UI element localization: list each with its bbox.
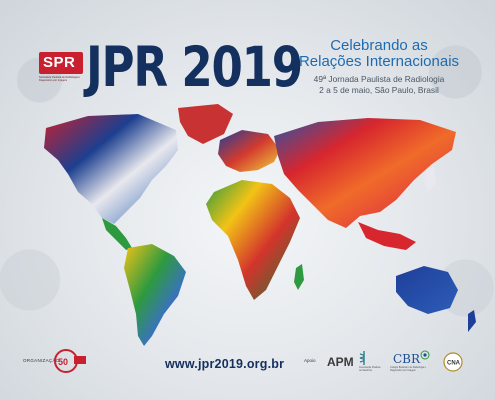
apm-caduceus-icon (359, 351, 365, 365)
spr-organization-logo: 50 (54, 349, 86, 373)
madagascar (294, 264, 304, 290)
australia (396, 266, 458, 314)
spr-logo: SPR Sociedade Paulista de Radiologia e D… (39, 52, 83, 84)
world-flags-map (44, 104, 476, 346)
event-dates: 2 a 5 de maio, São Paulo, Brasil (319, 85, 439, 95)
cna-badge-icon: CNA (443, 352, 463, 372)
support-label: Apoio (304, 358, 316, 363)
central-america (102, 218, 132, 250)
north-america (44, 114, 178, 224)
apm-subtitle: Associação Paulista de Medicina (359, 366, 381, 372)
cbr-logo-text: CBR (393, 352, 421, 366)
cna-label: CNA (447, 361, 461, 367)
spr-logo-box (39, 52, 83, 74)
south-america (124, 244, 186, 346)
cbr-subtitle: Colégio Brasileiro de Radiologia e Diagn… (390, 366, 427, 372)
headline: Celebrando as Relações Internacionais (290, 38, 468, 70)
spr-logo-text: SPR (43, 54, 76, 71)
event-website-link[interactable]: www.jpr2019.org.br (165, 357, 285, 371)
new-zealand (468, 310, 476, 332)
apm-logo-text: APM (327, 355, 354, 369)
headline-line1: Celebrando as (330, 37, 428, 54)
event-edition: 49ª Jornada Paulista de Radiologia (313, 74, 445, 84)
svg-text:50: 50 (58, 357, 68, 367)
asia (274, 118, 456, 228)
organization-label: ORGANIZAÇÃO (23, 358, 60, 363)
cbr-emblem-icon (420, 350, 430, 360)
greenland (178, 104, 233, 144)
event-details: 49ª Jornada Paulista de Radiologia 2 a 5… (290, 74, 468, 96)
southeast-asia (358, 222, 416, 250)
europe (218, 130, 280, 172)
africa (206, 180, 300, 300)
spr-logo-subtitle: Sociedade Paulista de Radiologia e Diagn… (39, 76, 80, 82)
japan (424, 166, 436, 192)
headline-line2: Relações Internacionais (298, 53, 460, 70)
event-title: JPR 2019 (86, 35, 303, 99)
